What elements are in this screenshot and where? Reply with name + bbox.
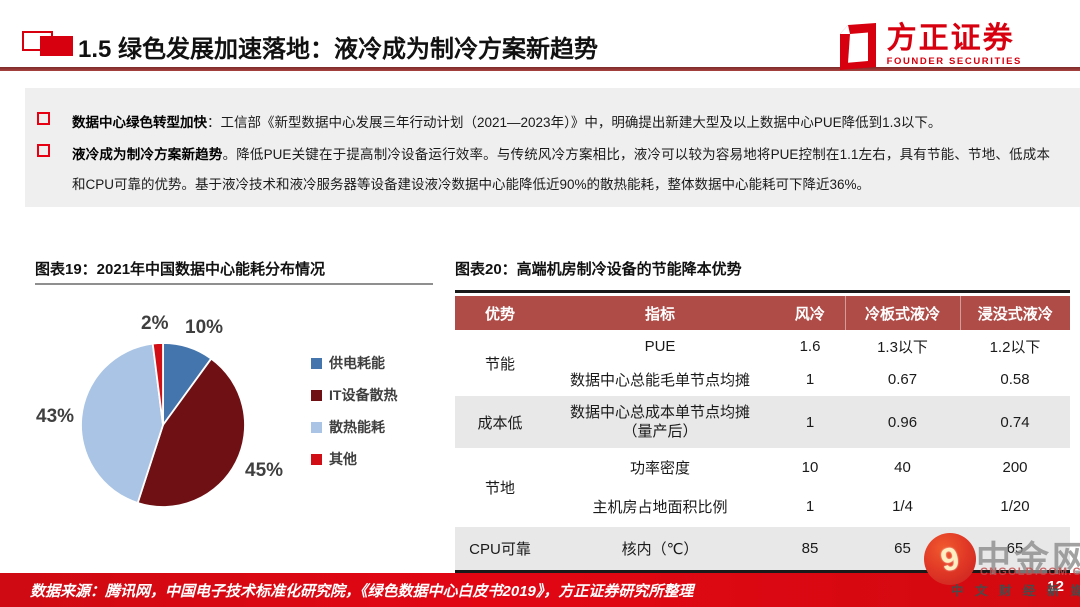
legend-label: 散热能耗 [329, 419, 385, 435]
indicator-cell: 数据中心总成本单节点均摊 （量产后） [545, 396, 775, 448]
advantage-cell: CPU可靠 [455, 527, 545, 572]
data-source-text: 数据来源：腾讯网，中国电子技术标准化研究院，《绿色数据中心白皮书2019》，方正… [30, 583, 694, 600]
bullet-item: 液冷成为制冷方案新趋势。降低PUE关键在于提高制冷设备运行效率。与传统风冷方案相… [37, 140, 1050, 200]
advantage-cell: 成本低 [455, 396, 545, 448]
table-row: CPU可靠 核内（℃） 85 65 65 [455, 527, 1070, 572]
col-header: 浸没式液冷 [959, 296, 1070, 330]
indicator-cell: 数据中心总能毛单节点均摊 [569, 372, 750, 389]
bullet-lead: 数据中心绿色转型加快 [72, 115, 207, 130]
page-title: 1.5 绿色发展加速落地：液冷成为制冷方案新趋势 [78, 36, 599, 63]
indicator-cell: 功率密度 [629, 459, 690, 477]
figure19-title: 图表19：2021年中国数据中心能耗分布情况 [35, 261, 326, 278]
pie-data-label: 43% [36, 406, 75, 427]
founder-cube-icon [839, 23, 876, 70]
pie-data-label: 10% [185, 317, 224, 338]
value-cell: 1 [805, 371, 815, 388]
pie-legend: 供电耗能 IT设备散热 散热能耗 其他 [311, 353, 397, 481]
watermark-domain: CNGOLD.COM.CN [980, 566, 1080, 578]
indicator-line2: （量产后） [622, 423, 698, 440]
pie-slice-2 [80, 342, 164, 505]
footer-band [0, 573, 1080, 607]
table-header-row: 优势 指标 风冷 冷板式液冷 浸没式液冷 [455, 296, 1070, 330]
value-cell: 0.67 [887, 371, 918, 388]
legend-item: IT设备散热 [311, 385, 397, 405]
figure20-title: 图表20：高端机房制冷设备的节能降本优势 [455, 261, 742, 278]
col-header: 优势 [455, 296, 545, 330]
legend-swatch-icon [311, 357, 322, 369]
cngold-logo-glyph: 9 [937, 539, 963, 579]
watermark-name: 中金网 [976, 540, 1080, 579]
value-cell: 10 [801, 458, 819, 476]
header-divider-line [0, 67, 1080, 71]
indicator-line1: 数据中心总成本单节点均摊 [569, 404, 750, 421]
bullet-square-icon [37, 144, 50, 157]
value-cell: 65 [960, 527, 1070, 572]
pie-data-label: 2% [141, 313, 169, 334]
bullet-rest: 。降低PUE关键在于提高制冷设备运行效率。与传统风冷方案相比，液冷可以较为容易地… [72, 147, 1050, 192]
indicator-cell: 主机房占地面积比例 [592, 499, 728, 516]
legend-item: 供电耗能 [311, 353, 397, 373]
bullet-square-icon [37, 112, 50, 125]
value-cell: 1/4 [892, 498, 913, 515]
value-cell: 0.74 [960, 396, 1070, 448]
bullet-item: 数据中心绿色转型加快：工信部《新型数据中心发展三年行动计划（2021—2023年… [37, 108, 1050, 138]
indicator-cell: PUE [644, 338, 676, 355]
value-cell: 1.3以下 [877, 339, 928, 356]
legend-swatch-icon [311, 453, 322, 465]
page-number: 12 [1047, 578, 1064, 595]
bullet-lead: 液冷成为制冷方案新趋势 [72, 147, 223, 162]
legend-label: IT设备散热 [329, 387, 398, 403]
advantage-cell: 节能 [484, 355, 515, 373]
value-cell: 200 [1002, 458, 1028, 476]
indicator-cell: 核内（℃） [545, 527, 775, 572]
legend-swatch-icon [311, 389, 322, 401]
summary-panel: 数据中心绿色转型加快：工信部《新型数据中心发展三年行动计划（2021—2023年… [25, 88, 1080, 207]
value-cell: 1/20 [1000, 498, 1030, 515]
col-header: 冷板式液冷 [844, 296, 960, 330]
pie-slice-3 [151, 342, 164, 426]
value-cell: 85 [775, 527, 845, 572]
value-cell: 1.2以下 [989, 339, 1041, 356]
table-row: 数据中心总能毛单节点均摊 1 0.67 0.58 [455, 363, 1070, 396]
advantage-cell: 节地 [484, 480, 515, 497]
table-row: 主机房占地面积比例 1 1/4 1/20 [455, 486, 1070, 527]
bullet-text: 数据中心绿色转型加快：工信部《新型数据中心发展三年行动计划（2021—2023年… [72, 108, 1050, 138]
watermark-tagline: 中 文 财 经 新 媒 体 [951, 584, 1080, 598]
value-cell: 1 [805, 498, 815, 515]
pie-slice-1 [136, 357, 246, 508]
legend-item: 散热能耗 [311, 417, 397, 437]
energy-pie-chart [80, 342, 246, 508]
value-cell: 40 [894, 458, 911, 476]
value-cell: 1.6 [799, 338, 821, 355]
legend-label: 供电耗能 [329, 355, 385, 371]
legend-swatch-icon [311, 421, 322, 433]
figure19-title-rule [35, 283, 433, 285]
legend-label: 其他 [329, 451, 357, 467]
value-cell: 0.96 [845, 396, 960, 448]
figure20-title-rule [455, 290, 1070, 293]
bullet-rest: ：工信部《新型数据中心发展三年行动计划（2021—2023年）》中，明确提出新建… [207, 115, 942, 130]
value-cell: 1 [775, 396, 845, 448]
pie-data-label: 45% [245, 460, 284, 481]
logo-text-cn: 方正证券 [886, 22, 1015, 55]
value-cell: 0.58 [1000, 371, 1030, 388]
legend-item: 其他 [311, 449, 397, 469]
title-filled-square-icon [40, 36, 73, 56]
bullet-text: 液冷成为制冷方案新趋势。降低PUE关键在于提高制冷设备运行效率。与传统风冷方案相… [72, 140, 1050, 200]
cngold-logo-icon: 9 [924, 533, 976, 585]
table-row: 成本低 数据中心总成本单节点均摊 （量产后） 1 0.96 0.74 [455, 396, 1070, 448]
table-row: 节能 PUE 1.6 1.3以下 1.2以下 [455, 330, 1070, 373]
table-row: 节地 功率密度 10 40 200 [455, 448, 1070, 498]
col-header: 风冷 [775, 296, 845, 330]
col-header: 指标 [545, 296, 775, 330]
founder-securities-logo: 方正证券 FOUNDER SECURITIES [835, 22, 1022, 70]
cooling-advantage-table: 优势 指标 风冷 冷板式液冷 浸没式液冷 节能 PUE 1.6 1.3以下 1.… [455, 296, 1070, 573]
logo-text-en: FOUNDER SECURITIES [886, 56, 1022, 67]
